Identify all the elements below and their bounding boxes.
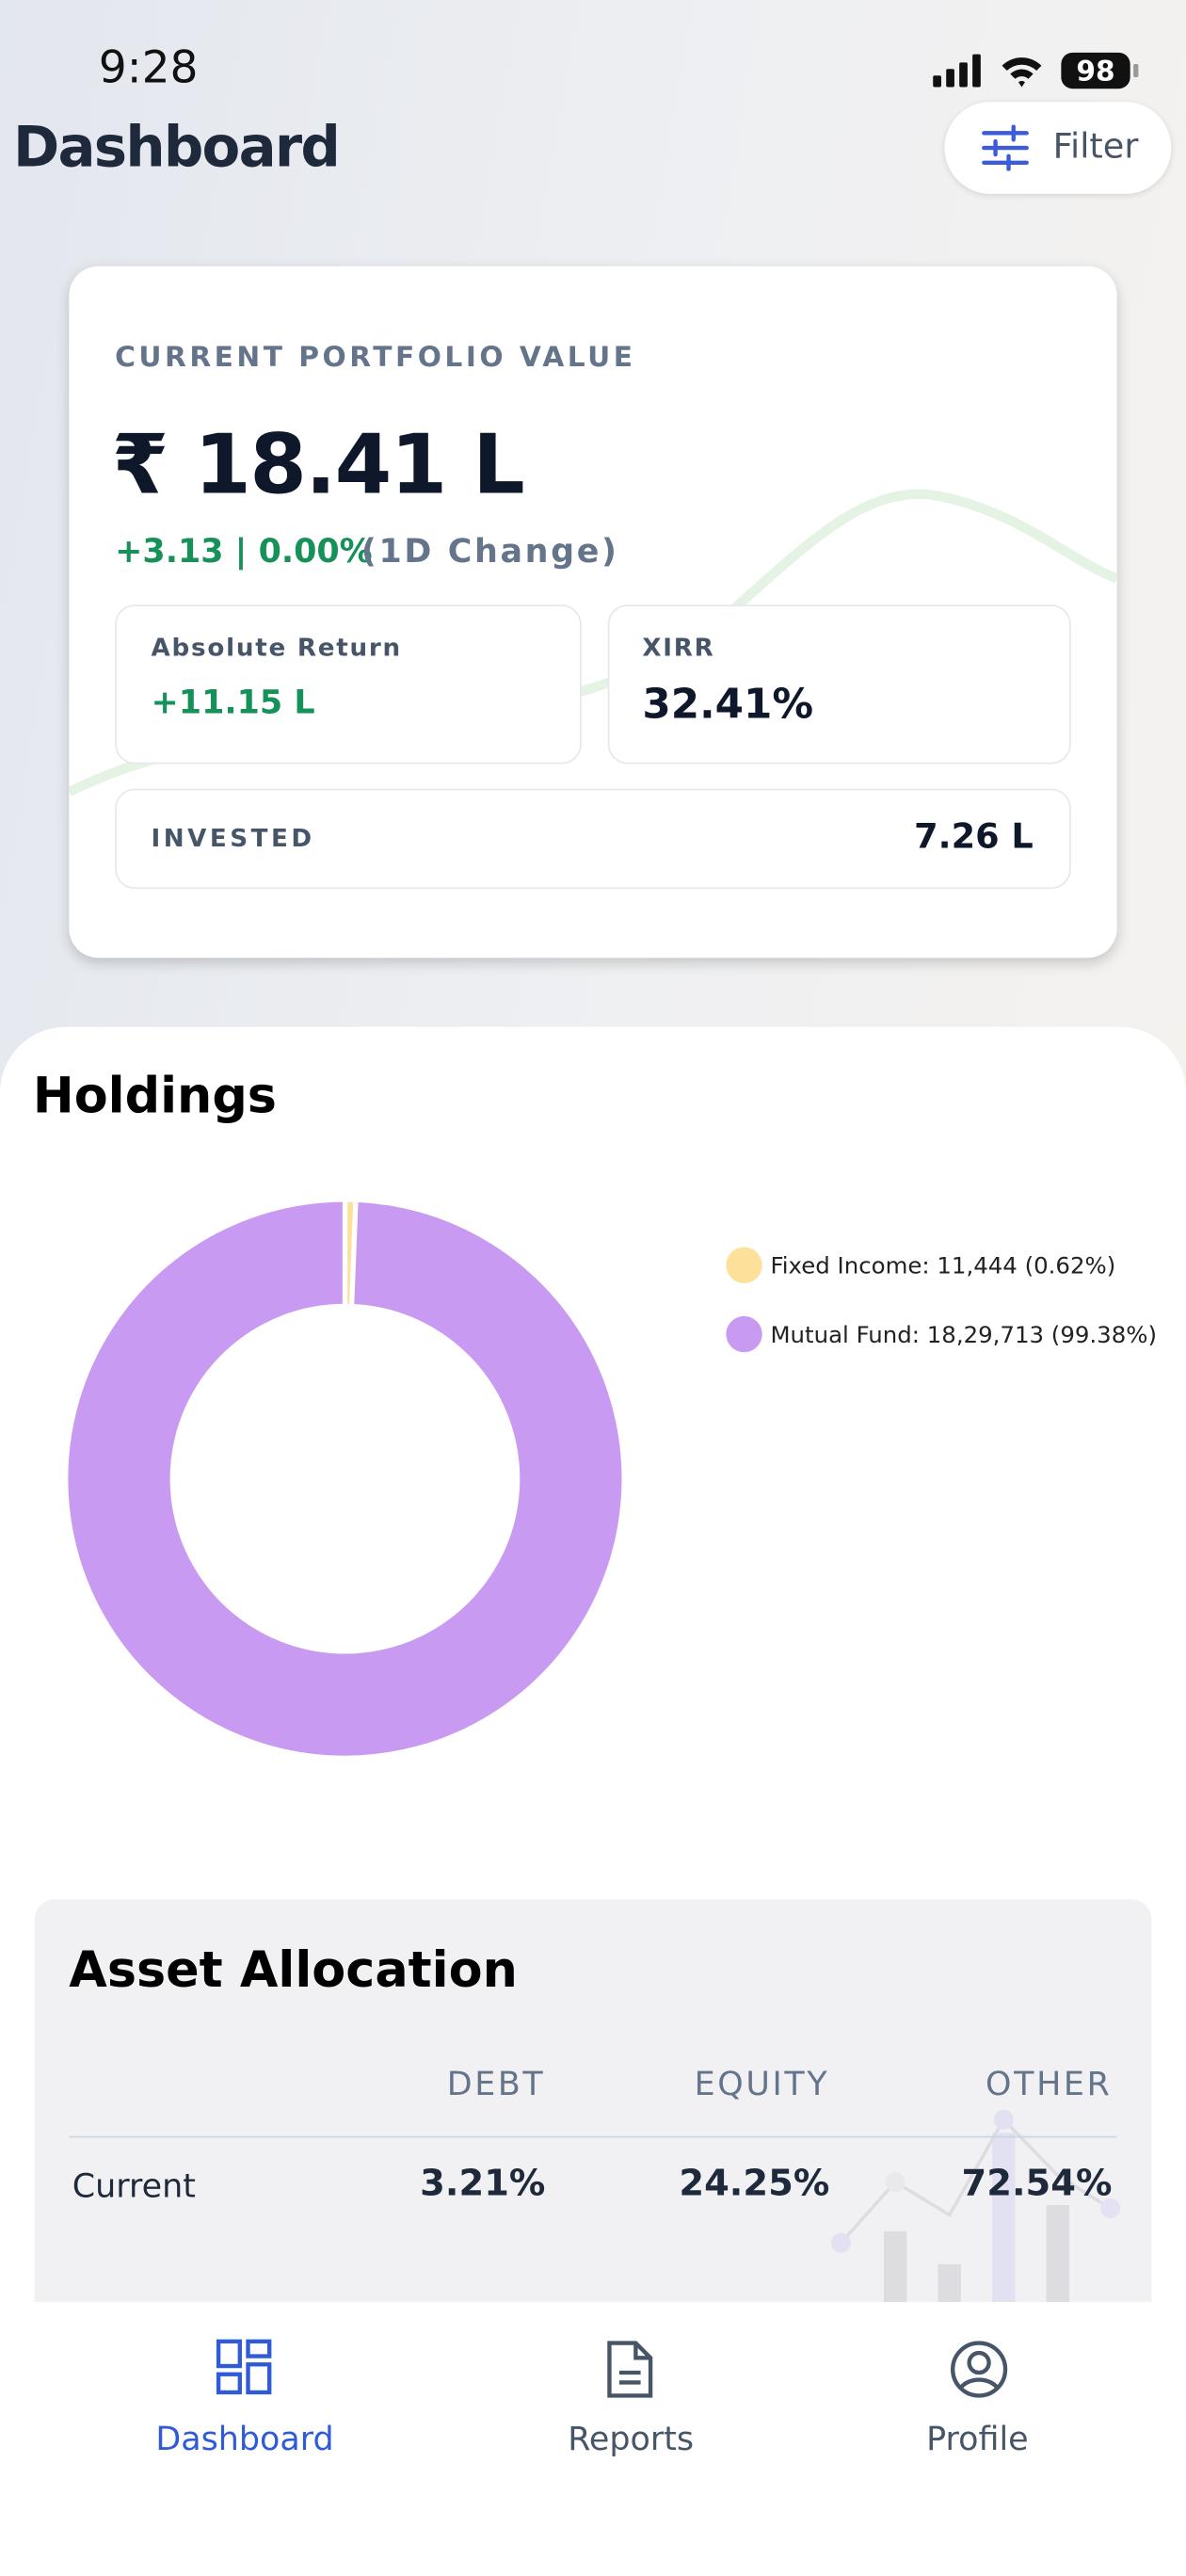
column-header: OTHER xyxy=(986,2063,1113,2103)
portfolio-value: ₹ 18.41 L xyxy=(111,417,525,513)
column-header: EQUITY xyxy=(694,2063,830,2103)
reports-icon xyxy=(607,2341,653,2398)
profile-icon xyxy=(951,2341,1008,2398)
dashboard-icon xyxy=(216,2339,272,2395)
legend-label: Fixed Income: 11,444 (0.62%) xyxy=(770,1251,1115,1279)
tab-profile[interactable]: Profile xyxy=(926,2418,1029,2458)
asset-allocation-title: Asset Allocation xyxy=(69,1941,518,2000)
status-icons: 98 xyxy=(933,52,1139,89)
change-period: (1D Change) xyxy=(361,530,619,571)
battery-level: 98 xyxy=(1076,55,1114,88)
legend-swatch xyxy=(726,1315,762,1353)
absolute-return-box: Absolute Return +11.15 L xyxy=(115,604,582,765)
absolute-return-label: Absolute Return xyxy=(151,632,402,663)
portfolio-label: CURRENT PORTFOLIO VALUE xyxy=(115,341,636,375)
absolute-return-value: +11.15 L xyxy=(151,682,315,722)
filter-icon xyxy=(982,124,1029,171)
holdings-chart: Fixed Income: 11,444 (0.62%) Mutual Fund:… xyxy=(63,1197,1157,1761)
cell-value: 72.54% xyxy=(961,2164,1113,2205)
donut-slice xyxy=(63,1197,627,1761)
filter-label: Filter xyxy=(1052,126,1139,167)
cell-value: 24.25% xyxy=(679,2164,830,2205)
invested-box: INVESTED 7.26 L xyxy=(115,788,1071,890)
row-label: Current xyxy=(72,2165,196,2205)
xirr-box: XIRR 32.41% xyxy=(607,604,1071,765)
legend-swatch xyxy=(726,1247,762,1283)
invested-value: 7.26 L xyxy=(914,816,1034,857)
holdings-title: Holdings xyxy=(32,1068,277,1126)
tab-bar xyxy=(0,2301,1186,2576)
legend-label: Mutual Fund: 18,29,713 (99.38%) xyxy=(770,1321,1157,1348)
invested-label: INVESTED xyxy=(151,823,315,853)
page-title: Dashboard xyxy=(12,115,341,181)
tab-reports[interactable]: Reports xyxy=(568,2418,695,2458)
table-divider xyxy=(69,2135,1117,2138)
xirr-label: XIRR xyxy=(642,632,715,663)
portfolio-card: CURRENT PORTFOLIO VALUE ₹ 18.41 L +3.13 … xyxy=(69,266,1117,958)
tab-dashboard[interactable]: Dashboard xyxy=(155,2418,334,2458)
filter-button[interactable]: Filter xyxy=(944,102,1172,194)
portfolio-change: +3.13 | 0.00% xyxy=(115,530,373,571)
column-header: DEBT xyxy=(446,2063,546,2103)
status-time: 9:28 xyxy=(98,42,199,94)
xirr-value: 32.41% xyxy=(642,680,814,729)
cell-value: 3.21% xyxy=(420,2164,546,2205)
